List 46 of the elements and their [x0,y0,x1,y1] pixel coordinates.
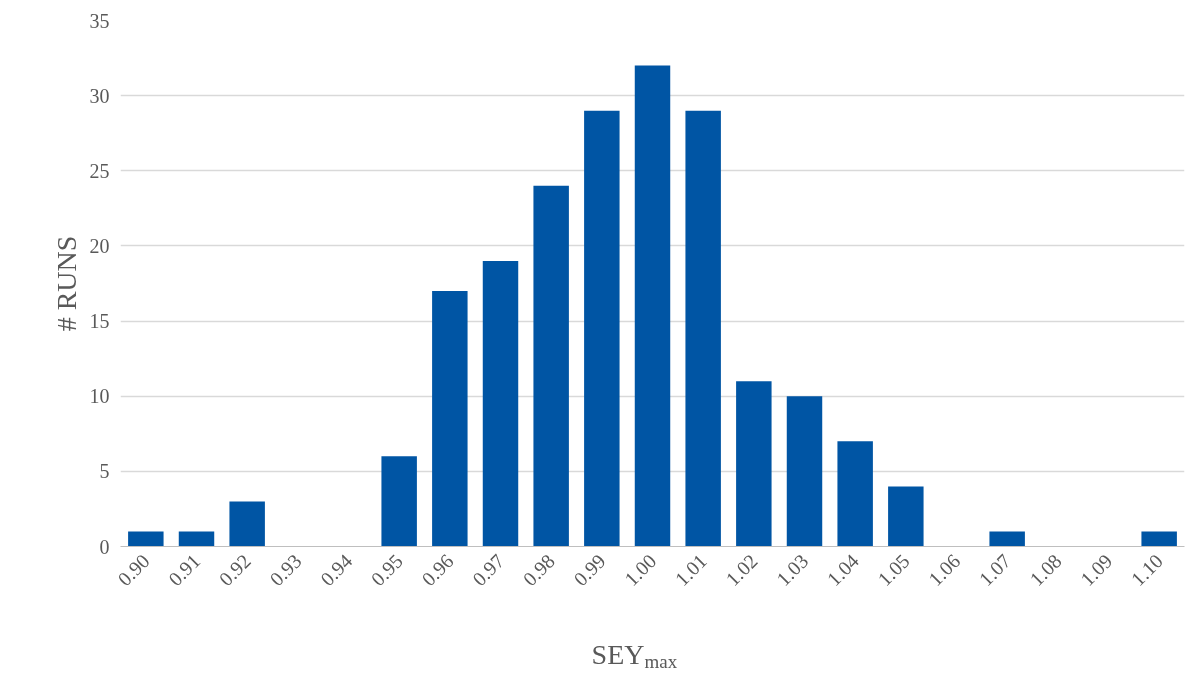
x-tick-label: 1.10 [1126,549,1167,591]
x-tick-label: 0.97 [467,549,509,591]
x-tick-label: 1.08 [1025,549,1066,591]
x-tick-label: 1.09 [1075,549,1117,591]
bar [533,185,569,547]
x-tick-label: 1.05 [873,549,914,591]
bar [229,501,265,547]
y-tick-label: 35 [89,9,110,32]
bar [989,531,1025,547]
x-tick-label: 1.03 [771,549,813,591]
y-tick-label: 10 [89,385,110,408]
bar [634,65,671,547]
y-tick-label: 0 [99,535,110,558]
bar [1141,531,1177,547]
y-tick-label: 15 [89,310,110,333]
x-tick-label: 1.04 [822,549,863,591]
y-axis-title: # RUNS [50,235,82,332]
x-tick-label: 0.99 [569,549,610,591]
x-tick-label: 0.91 [163,549,205,591]
bar [837,441,873,547]
bar [685,110,721,547]
bar [178,531,215,547]
bar [786,396,823,547]
x-tick-label: 0.90 [113,549,154,591]
x-tick-label: 1.02 [721,549,762,591]
x-tick-label: 0.94 [315,549,357,591]
y-tick-label: 30 [89,84,110,107]
x-tick-label: 0.93 [265,549,306,591]
x-tick-label: 1.01 [670,549,711,591]
x-tick-label: 0.98 [518,549,559,591]
bar [128,531,164,547]
x-tick-label: 1.07 [974,549,1015,591]
y-tick-label: 20 [89,234,110,257]
bar [432,291,468,547]
x-tick-label: 0.95 [366,549,407,591]
bar [482,260,519,547]
bar [381,456,417,547]
y-tick-label: 25 [89,159,110,182]
x-tick-label: 0.96 [417,549,458,591]
bar [888,486,924,547]
bar [584,110,620,547]
bar [736,381,772,547]
x-tick-label: 1.06 [923,549,965,591]
y-tick-label: 5 [99,460,110,483]
x-tick-label: 0.92 [214,549,255,591]
x-tick-label: 1.00 [619,549,661,591]
